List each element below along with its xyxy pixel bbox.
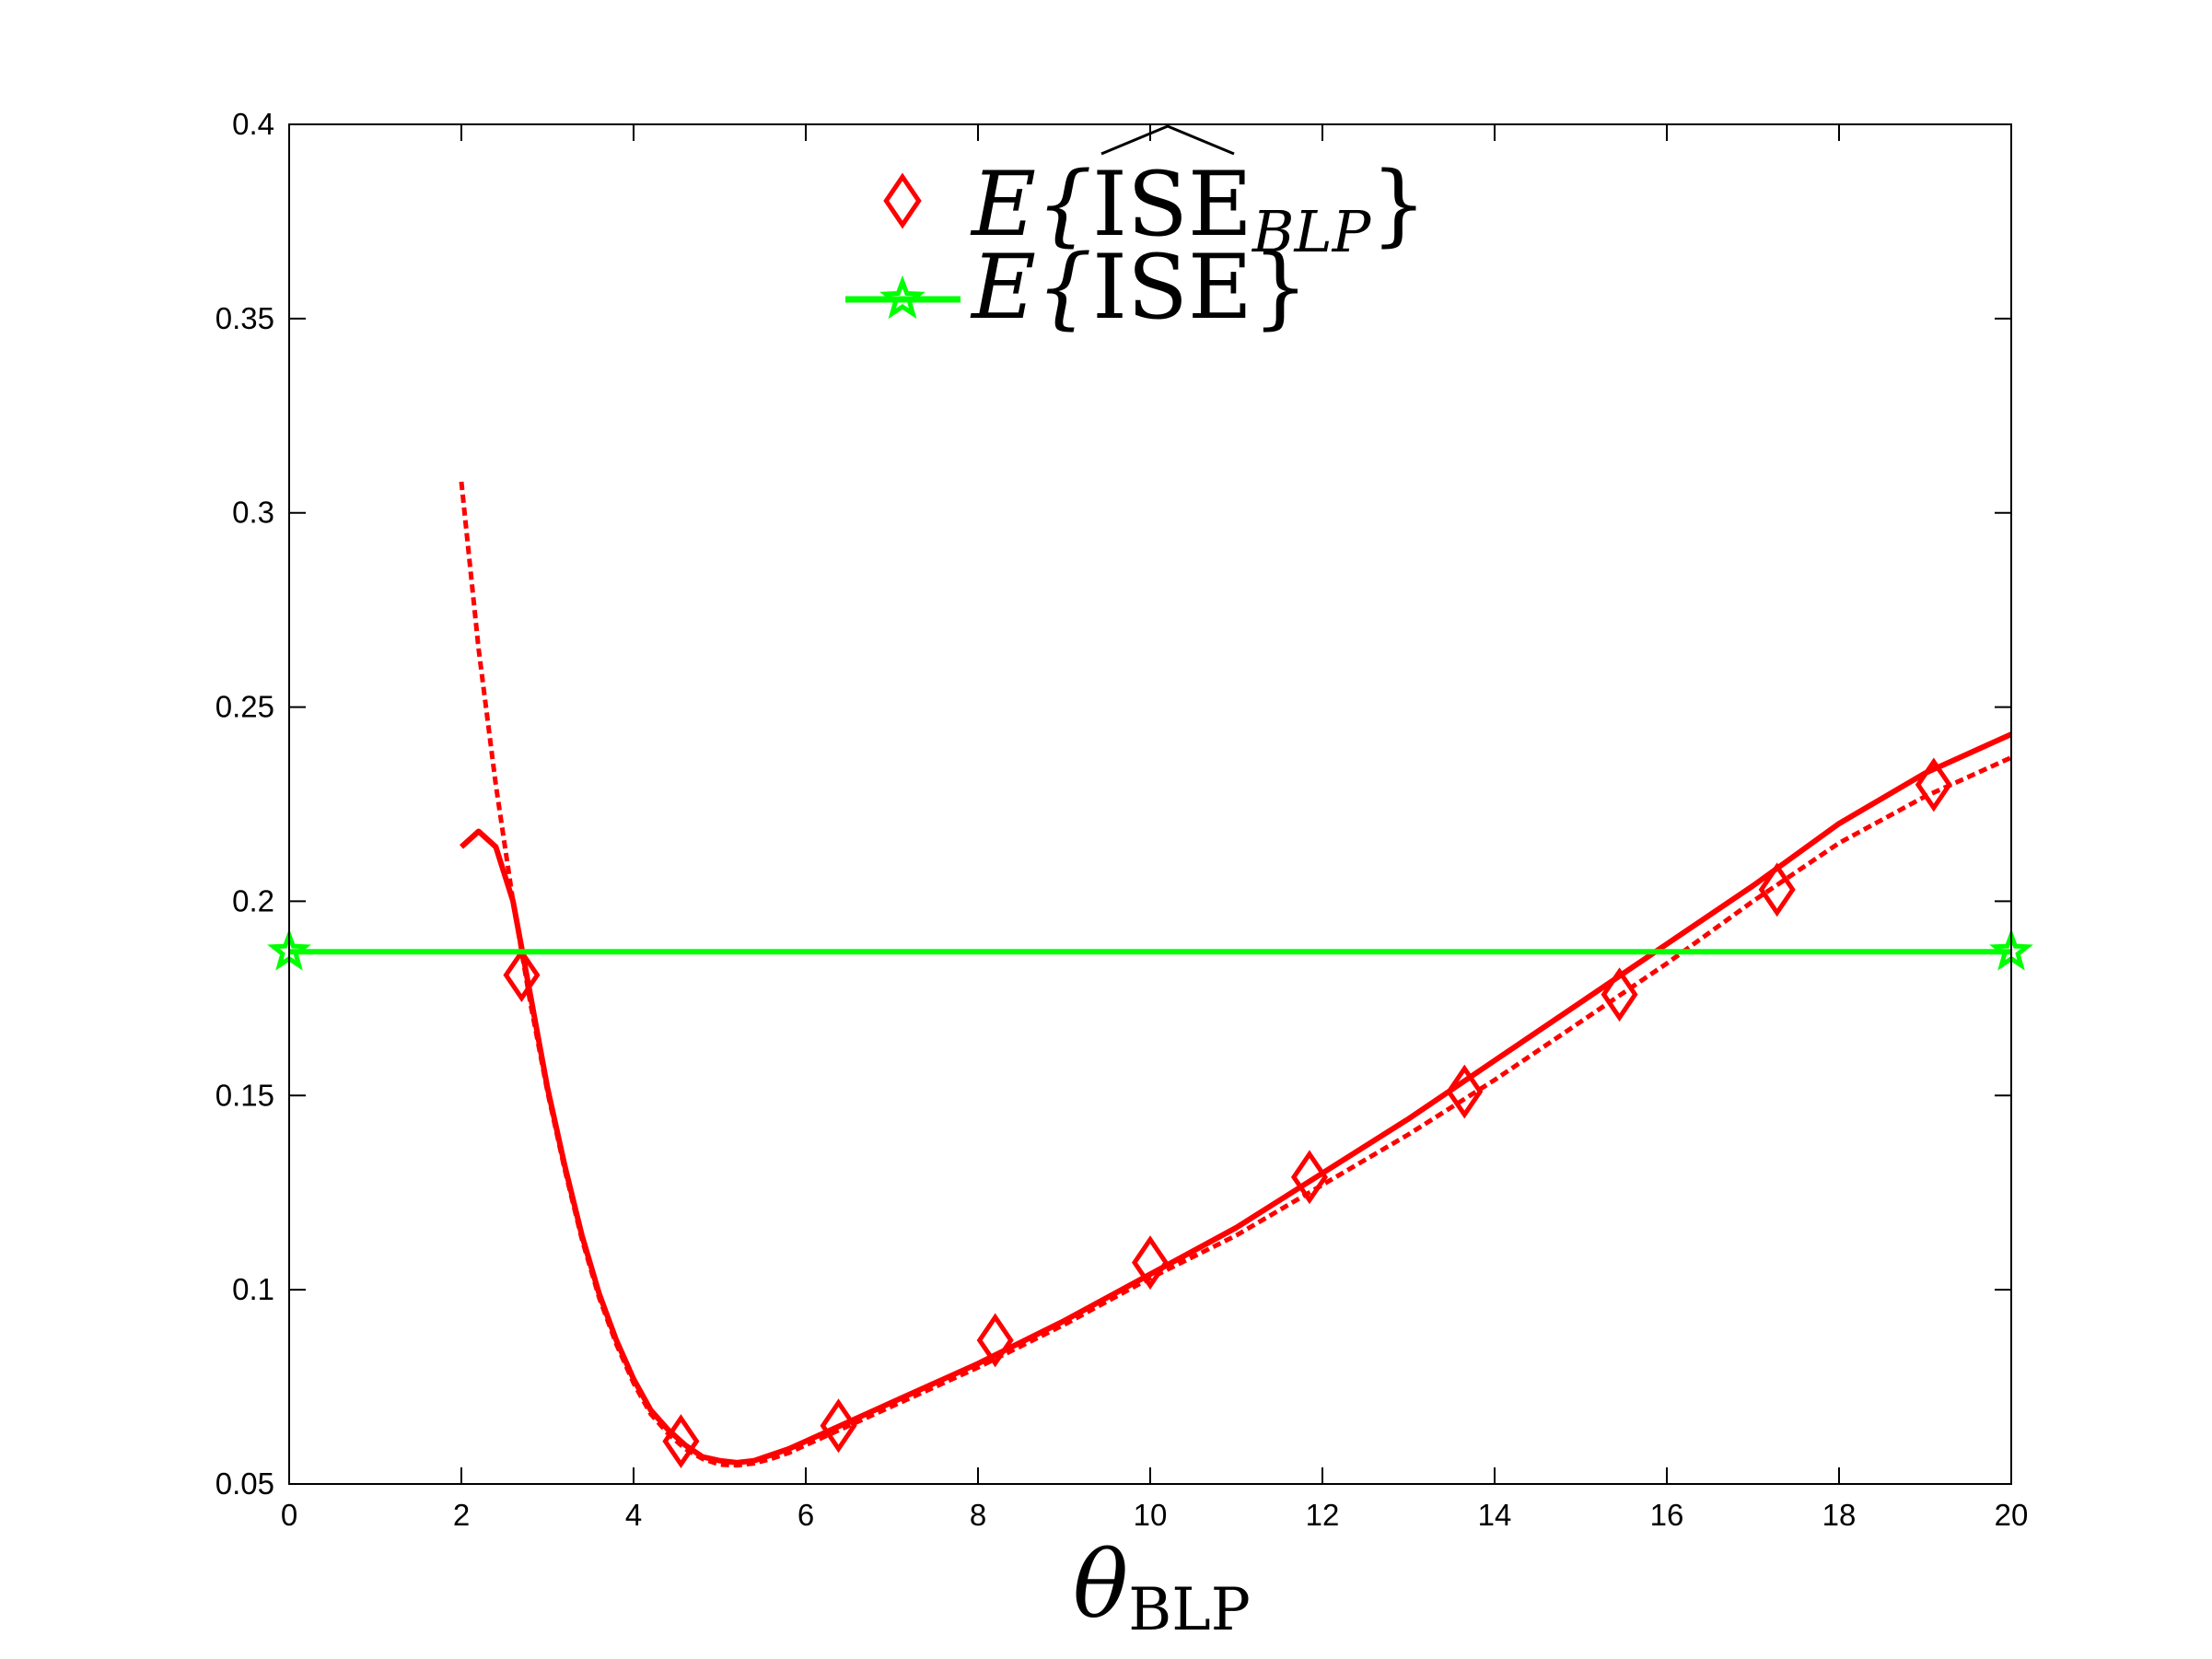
series-layer	[267, 481, 2033, 1469]
legend-entry-ise: E{ISE}	[845, 236, 1309, 339]
legend-entry-ise-blp: E{ISEBLP}	[883, 124, 1426, 265]
diamond-marker	[503, 948, 541, 1002]
diamond-marker	[1758, 862, 1796, 917]
y-tick-label: 0.05	[215, 1466, 274, 1501]
y-tick-label: 0.25	[215, 690, 274, 724]
x-axis-ticks: 0 2 4 6 8 10 12 14 16 18 20	[281, 124, 2029, 1532]
y-axis-ticks: 0.05 0.1 0.15 0.2 0.25 0.3 0.35 0.4	[215, 107, 2011, 1501]
y-tick-label: 0.15	[215, 1078, 274, 1112]
x-tick-label: 20	[1995, 1498, 2029, 1532]
legend-star-marker	[879, 275, 926, 320]
legend: E{ISEBLP} E{ISE}	[845, 124, 1426, 339]
legend-diamond-marker	[883, 172, 922, 229]
diamond-marker	[1446, 1064, 1484, 1119]
y-tick-label: 0.1	[232, 1272, 274, 1306]
x-tick-label: 0	[281, 1498, 297, 1532]
x-tick-label: 18	[1822, 1498, 1857, 1532]
axes-frame	[288, 123, 2012, 1485]
x-axis-label: θBLP	[1073, 1531, 1251, 1644]
x-tick-label: 8	[970, 1498, 986, 1532]
y-tick-label: 0.3	[232, 496, 274, 530]
x-tick-label: 2	[453, 1498, 470, 1532]
y-tick-label: 0.4	[232, 107, 274, 141]
x-tick-label: 12	[1306, 1498, 1340, 1532]
y-tick-label: 0.2	[232, 883, 274, 917]
legend-label-ise: E{ISE}	[970, 236, 1309, 339]
diamond-marker	[1915, 757, 1952, 812]
x-tick-label: 10	[1134, 1498, 1168, 1532]
diamond-marker	[976, 1313, 1014, 1368]
legend-hat-icon	[1100, 124, 1235, 156]
plot-area	[289, 124, 2011, 1484]
diamond-marker	[1131, 1235, 1170, 1291]
x-tick-label: 16	[1650, 1498, 1684, 1532]
diamond-marker	[1290, 1150, 1328, 1205]
diamond-marker	[820, 1398, 857, 1454]
x-tick-label: 14	[1478, 1498, 1512, 1532]
x-tick-label: 6	[797, 1498, 814, 1532]
y-tick-label: 0.35	[215, 301, 274, 335]
x-tick-label: 4	[625, 1498, 642, 1532]
legend-label-ise-blp: E{ISEBLP}	[970, 153, 1426, 265]
series-line-1	[459, 481, 2013, 1468]
